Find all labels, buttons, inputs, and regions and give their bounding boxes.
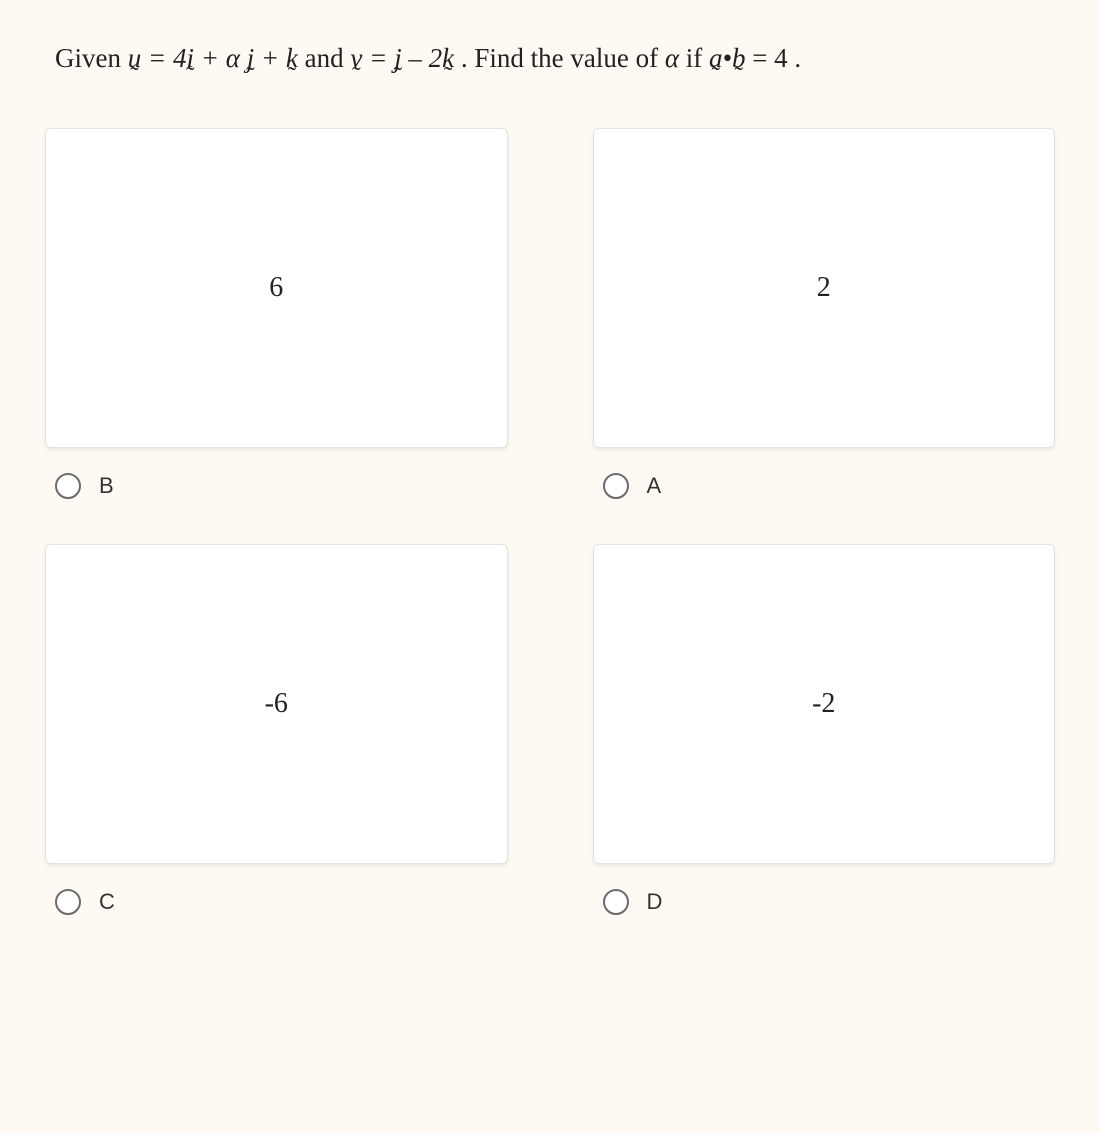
option-value: 2: [817, 272, 831, 304]
radio-button-d[interactable]: [603, 889, 629, 915]
radio-button-a[interactable]: [603, 473, 629, 499]
vec-a: a: [709, 40, 723, 78]
option-cell-a: 2 A: [593, 128, 1056, 509]
option-card: 6: [45, 128, 508, 448]
alpha-1: α: [226, 43, 240, 73]
q-eq1a: = 4: [141, 43, 186, 73]
q-mid: and: [305, 43, 351, 73]
option-label: C: [99, 889, 115, 915]
options-grid: 6 B 2 A -6 C: [0, 108, 1100, 925]
vec-i: i: [186, 40, 194, 78]
option-radio-row[interactable]: D: [593, 864, 1056, 925]
option-value: -2: [812, 688, 835, 720]
vec-b: b: [732, 40, 746, 78]
option-value: -6: [265, 688, 288, 720]
option-label: B: [99, 473, 114, 499]
option-cell-d: -2 D: [593, 544, 1056, 925]
option-card: -6: [45, 544, 508, 864]
vec-u: u: [128, 40, 142, 78]
vec-j: j: [247, 40, 255, 78]
question-text: Given u = 4i + α j + k and v = j – 2k . …: [0, 0, 1100, 108]
radio-button-b[interactable]: [55, 473, 81, 499]
option-radio-row[interactable]: B: [45, 448, 508, 509]
q-tail3: = 4 .: [752, 43, 801, 73]
q-tail1: . Find the value of: [461, 43, 665, 73]
page-root: Given u = 4i + α j + k and v = j – 2k . …: [0, 0, 1100, 1133]
alpha-2: α: [665, 43, 679, 73]
q-eq1c: +: [254, 43, 286, 73]
vec-v: v: [350, 40, 362, 78]
option-radio-row[interactable]: A: [593, 448, 1056, 509]
q-eq1b: +: [194, 43, 226, 73]
option-card: 2: [593, 128, 1056, 448]
option-label: D: [647, 889, 663, 915]
option-label: A: [647, 473, 662, 499]
option-card: -2: [593, 544, 1056, 864]
option-cell-c: -6 C: [45, 544, 508, 925]
q-prefix: Given: [55, 43, 128, 73]
option-cell-b: 6 B: [45, 128, 508, 509]
vec-j2: j: [394, 40, 402, 78]
q-eq2b: – 2: [402, 43, 443, 73]
option-radio-row[interactable]: C: [45, 864, 508, 925]
q-eq2a: =: [362, 43, 394, 73]
q-tail2: if: [686, 43, 709, 73]
dot-op: •: [723, 43, 732, 73]
radio-button-c[interactable]: [55, 889, 81, 915]
option-value: 6: [269, 272, 283, 304]
vec-k2: k: [442, 40, 454, 78]
vec-k: k: [286, 40, 298, 78]
